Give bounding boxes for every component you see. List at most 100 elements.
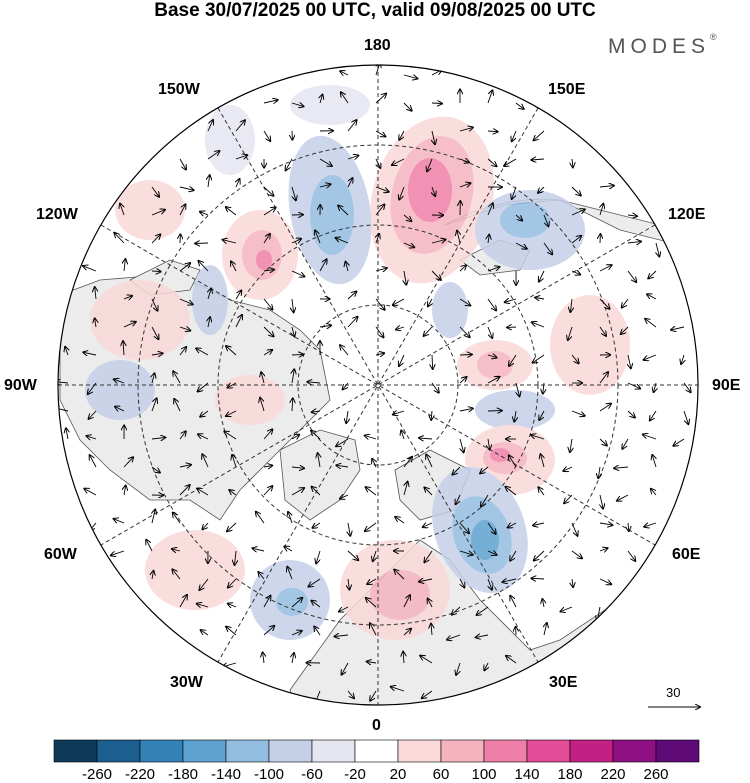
wind-arrow (399, 354, 405, 366)
wind-arrow (403, 75, 417, 79)
wind-arrow (572, 578, 573, 587)
wind-arrow (487, 551, 497, 555)
wind-arrow (84, 489, 97, 496)
wind-arrow (235, 550, 237, 565)
wind-arrow (428, 599, 432, 608)
wind-arrow (288, 512, 292, 524)
wind-arrow (459, 265, 466, 272)
wind-arrow (291, 488, 304, 496)
wind-arrow (263, 100, 278, 103)
wind-arrow (179, 485, 190, 496)
wind-arrow (543, 382, 544, 394)
wind-arrow (531, 159, 545, 160)
wind-arrow (114, 379, 125, 383)
wind-arrow (373, 550, 376, 561)
wind-arrow (202, 454, 209, 468)
wind-arrow (95, 287, 96, 300)
wind-arrow (538, 487, 545, 496)
wind-arrow (228, 578, 237, 588)
wind-arrow (291, 435, 299, 439)
wind-arrow (403, 457, 412, 468)
wind-arrow (114, 519, 125, 523)
wind-arrow (256, 512, 265, 524)
wind-arrow (622, 298, 629, 308)
wind-arrow (543, 242, 552, 254)
wind-arrow (431, 240, 446, 244)
wind-arrow (571, 236, 581, 244)
colorbar-tick-label: -60 (301, 766, 323, 783)
wind-arrow (292, 398, 293, 412)
wind-arrow (648, 270, 657, 278)
wind-arrow (506, 487, 517, 496)
wind-arrow (316, 550, 320, 563)
wind-arrow (174, 399, 181, 412)
wind-arrow (263, 130, 270, 141)
wind-arrow (538, 186, 545, 193)
colorbar-swatch (311, 739, 356, 763)
wind-arrow (647, 294, 657, 300)
wind-arrow (424, 488, 433, 496)
wind-arrow (452, 606, 461, 615)
wind-arrow (263, 626, 274, 636)
wind-arrow (123, 296, 132, 299)
wind-arrow (375, 94, 386, 104)
wind-arrow (307, 382, 321, 383)
wind-arrow (367, 662, 377, 664)
wind-arrow (564, 494, 573, 503)
wind-arrow (599, 326, 606, 336)
wind-arrow (599, 298, 610, 309)
wind-arrow (319, 158, 332, 166)
wind-arrow (319, 325, 331, 327)
wind-arrow (403, 652, 404, 664)
wind-arrow (654, 382, 656, 392)
wind-arrow (179, 158, 186, 170)
wind-arrow (514, 410, 516, 422)
wind-arrow (622, 438, 629, 449)
colorbar-tick-label: -20 (344, 766, 366, 783)
wind-arrow (146, 540, 153, 552)
wind-arrow (571, 209, 585, 216)
wind-arrow (263, 186, 274, 196)
wind-arrow (683, 382, 691, 392)
colorbar-swatch (96, 739, 141, 763)
wind-arrow (123, 457, 133, 468)
colorbar-swatch (397, 739, 442, 763)
wind-arrow (459, 159, 469, 162)
wind-arrow (263, 596, 271, 608)
wind-arrow (263, 270, 274, 271)
wind-arrow (617, 494, 629, 501)
colorbar-tick-label: -180 (168, 766, 198, 783)
colorbar-tick-label: 220 (600, 766, 625, 783)
wind-arrow (151, 326, 159, 339)
wind-arrow (599, 438, 607, 446)
wind-arrow (342, 662, 349, 675)
wind-arrow (393, 298, 405, 305)
wind-arrow (403, 102, 412, 111)
wind-arrow (460, 438, 464, 452)
wind-arrow (424, 550, 433, 562)
wind-arrow (426, 455, 433, 468)
wind-arrow (459, 522, 469, 533)
wind-arrow (457, 231, 460, 244)
wind-arrow (459, 408, 473, 411)
wind-arrow (534, 550, 545, 561)
wind-arrow (487, 298, 496, 310)
wind-arrow (571, 550, 582, 558)
wind-arrow (208, 175, 210, 188)
wind-arrow (151, 437, 165, 439)
wind-arrow (318, 453, 320, 468)
wind-arrow (487, 158, 497, 166)
wind-arrow (343, 382, 349, 389)
wind-arrow (340, 71, 349, 75)
wind-arrow (447, 634, 461, 640)
wind-arrow (291, 186, 296, 200)
wind-arrow (621, 326, 629, 334)
wind-arrow (532, 322, 545, 328)
wind-arrow (95, 318, 96, 328)
wind-arrow (614, 467, 629, 468)
wind-arrow (65, 347, 68, 356)
wind-arrow (539, 410, 545, 420)
wind-arrow (644, 523, 657, 527)
wind-arrow (347, 292, 356, 300)
wind-arrow (348, 522, 350, 536)
